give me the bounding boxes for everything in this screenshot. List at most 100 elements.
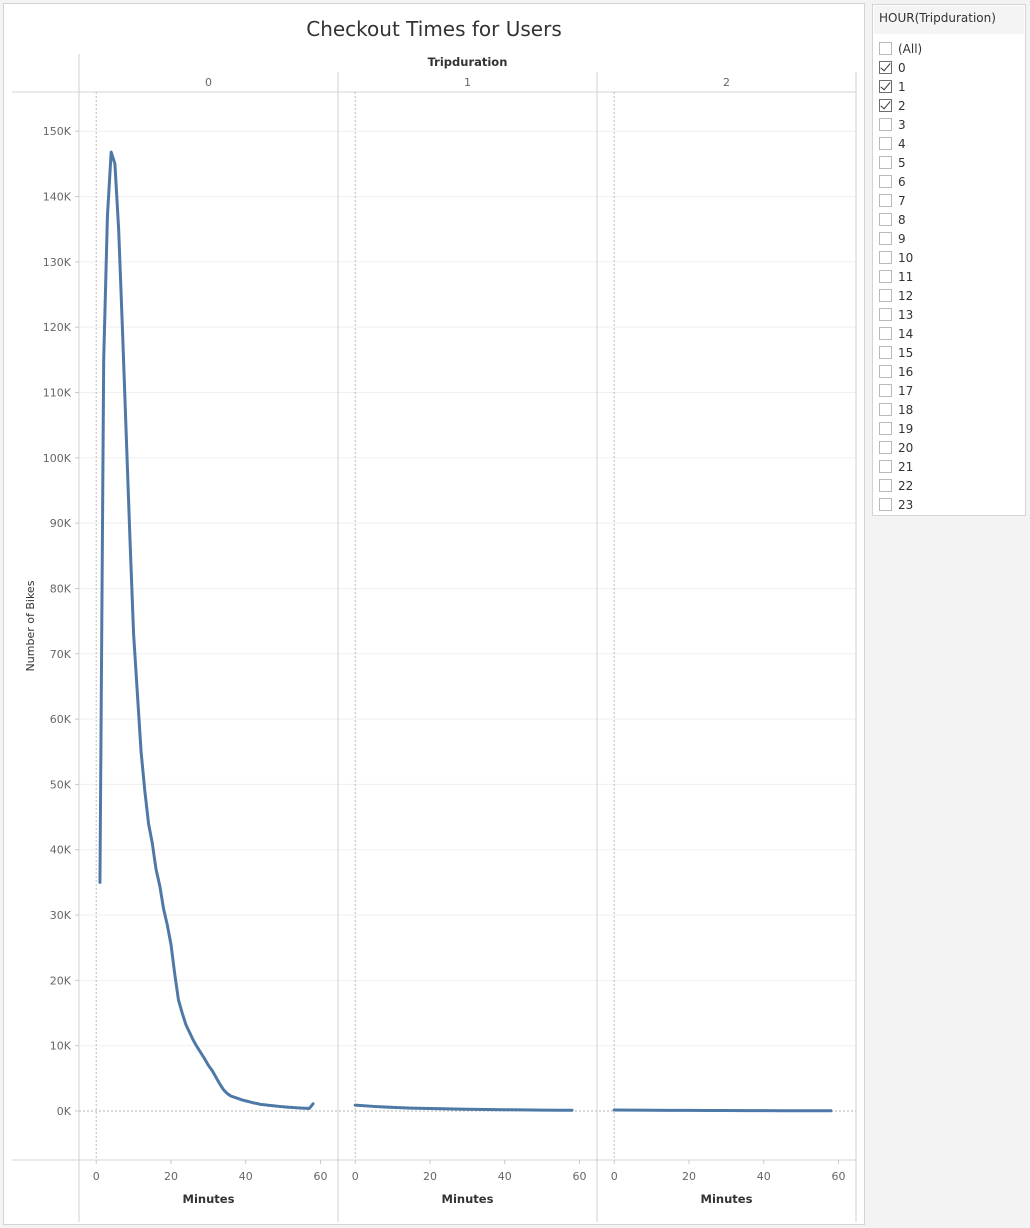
- filter-item-label: 6: [898, 174, 906, 189]
- unchecked-checkbox[interactable]: [879, 232, 892, 245]
- filter-item[interactable]: 20: [879, 438, 922, 457]
- y-tick-label: 0K: [57, 1105, 72, 1118]
- x-tick-label: 0: [611, 1170, 618, 1183]
- unchecked-checkbox[interactable]: [879, 194, 892, 207]
- filter-item[interactable]: 0: [879, 58, 922, 77]
- filter-item[interactable]: 18: [879, 400, 922, 419]
- line-chart: Checkout Times for UsersTripduration0K10…: [12, 17, 857, 1222]
- filter-item[interactable]: 15: [879, 343, 922, 362]
- filter-item[interactable]: 2: [879, 96, 922, 115]
- checked-checkbox[interactable]: [879, 99, 892, 112]
- unchecked-checkbox[interactable]: [879, 460, 892, 473]
- y-tick-label: 10K: [50, 1040, 72, 1053]
- y-tick-label: 30K: [50, 909, 72, 922]
- checked-checkbox[interactable]: [879, 80, 892, 93]
- y-tick-label: 50K: [50, 778, 72, 791]
- filter-item-label: 5: [898, 155, 906, 170]
- filter-item-label: 10: [898, 250, 914, 265]
- unchecked-checkbox[interactable]: [879, 137, 892, 150]
- panel-label: 2: [723, 76, 730, 89]
- filter-item-label: 16: [898, 364, 914, 379]
- unchecked-checkbox[interactable]: [879, 308, 892, 321]
- filter-item-label: 12: [898, 288, 914, 303]
- y-tick-label: 90K: [50, 517, 72, 530]
- unchecked-checkbox[interactable]: [879, 422, 892, 435]
- x-tick-label: 0: [352, 1170, 359, 1183]
- y-tick-label: 130K: [43, 256, 72, 269]
- y-tick-label: 80K: [50, 582, 72, 595]
- x-axis-title: Minutes: [442, 1192, 494, 1206]
- panel-label: 0: [205, 76, 212, 89]
- filter-item[interactable]: 6: [879, 172, 922, 191]
- unchecked-checkbox[interactable]: [879, 498, 892, 511]
- filter-item-label: 19: [898, 421, 914, 436]
- filter-item[interactable]: 13: [879, 305, 922, 324]
- hour-filter-panel: HOUR(Tripduration) (All) 0 1 2 3 4 5 6 7 8 9 10 11 12…: [872, 4, 1026, 516]
- filter-item[interactable]: 19: [879, 419, 922, 438]
- unchecked-checkbox[interactable]: [879, 327, 892, 340]
- filter-item[interactable]: 5: [879, 153, 922, 172]
- filter-item[interactable]: 7: [879, 191, 922, 210]
- filter-item[interactable]: 1: [879, 77, 922, 96]
- series-line-panel-0: [98, 150, 315, 1110]
- x-tick-label: 60: [573, 1170, 587, 1183]
- unchecked-checkbox[interactable]: [879, 213, 892, 226]
- x-tick-label: 60: [314, 1170, 328, 1183]
- filter-item[interactable]: 17: [879, 381, 922, 400]
- filter-item[interactable]: 23: [879, 495, 922, 514]
- unchecked-checkbox[interactable]: [879, 251, 892, 264]
- y-tick-label: 100K: [43, 452, 72, 465]
- y-tick-label: 110K: [43, 386, 72, 399]
- unchecked-checkbox[interactable]: [879, 384, 892, 397]
- y-tick-label: 70K: [50, 648, 72, 661]
- checked-checkbox[interactable]: [879, 61, 892, 74]
- filter-item[interactable]: 16: [879, 362, 922, 381]
- filter-header: [874, 6, 1024, 34]
- unchecked-checkbox[interactable]: [879, 479, 892, 492]
- filter-item-label: 11: [898, 269, 914, 284]
- filter-item-label: 18: [898, 402, 914, 417]
- filter-item[interactable]: 4: [879, 134, 922, 153]
- filter-item-label: 0: [898, 60, 906, 75]
- filter-item[interactable]: 14: [879, 324, 922, 343]
- chart-panel: Checkout Times for Users Tripduration 0K 10…: [3, 3, 865, 1225]
- filter-item[interactable]: 8: [879, 210, 922, 229]
- filter-item-label: 3: [898, 117, 906, 132]
- unchecked-checkbox[interactable]: [879, 365, 892, 378]
- unchecked-checkbox[interactable]: [879, 270, 892, 283]
- filter-item-label: 20: [898, 440, 914, 455]
- unchecked-checkbox[interactable]: [879, 118, 892, 131]
- y-tick-label: 60K: [50, 713, 72, 726]
- y-tick-label: 40K: [50, 844, 72, 857]
- y-axis-title: Number of Bikes: [24, 580, 37, 671]
- filter-item[interactable]: 22: [879, 476, 922, 495]
- chart-title: Checkout Times for Users: [306, 17, 562, 41]
- filter-item[interactable]: 9: [879, 229, 922, 248]
- filter-item-label: 21: [898, 459, 914, 474]
- filter-item-label: 13: [898, 307, 914, 322]
- unchecked-checkbox[interactable]: [879, 441, 892, 454]
- filter-item[interactable]: 3: [879, 115, 922, 134]
- filter-item[interactable]: 10: [879, 248, 922, 267]
- y-tick-label: 20K: [50, 974, 72, 987]
- filter-item-label: 14: [898, 326, 914, 341]
- x-tick-label: 60: [832, 1170, 846, 1183]
- unchecked-checkbox[interactable]: [879, 175, 892, 188]
- unchecked-checkbox[interactable]: [879, 403, 892, 416]
- unchecked-checkbox[interactable]: [879, 42, 892, 55]
- x-tick-label: 20: [423, 1170, 437, 1183]
- filter-item-label: 2: [898, 98, 906, 113]
- x-tick-label: 40: [239, 1170, 253, 1183]
- filter-item-label: 4: [898, 136, 906, 151]
- filter-item-label: 23: [898, 497, 914, 512]
- filter-item-label: (All): [898, 41, 923, 56]
- filter-item[interactable]: 11: [879, 267, 922, 286]
- filter-item[interactable]: 21: [879, 457, 922, 476]
- filter-item-label: 15: [898, 345, 914, 360]
- filter-item[interactable]: (All): [879, 39, 922, 58]
- unchecked-checkbox[interactable]: [879, 346, 892, 359]
- x-tick-label: 20: [164, 1170, 178, 1183]
- unchecked-checkbox[interactable]: [879, 156, 892, 169]
- filter-item[interactable]: 12: [879, 286, 922, 305]
- unchecked-checkbox[interactable]: [879, 289, 892, 302]
